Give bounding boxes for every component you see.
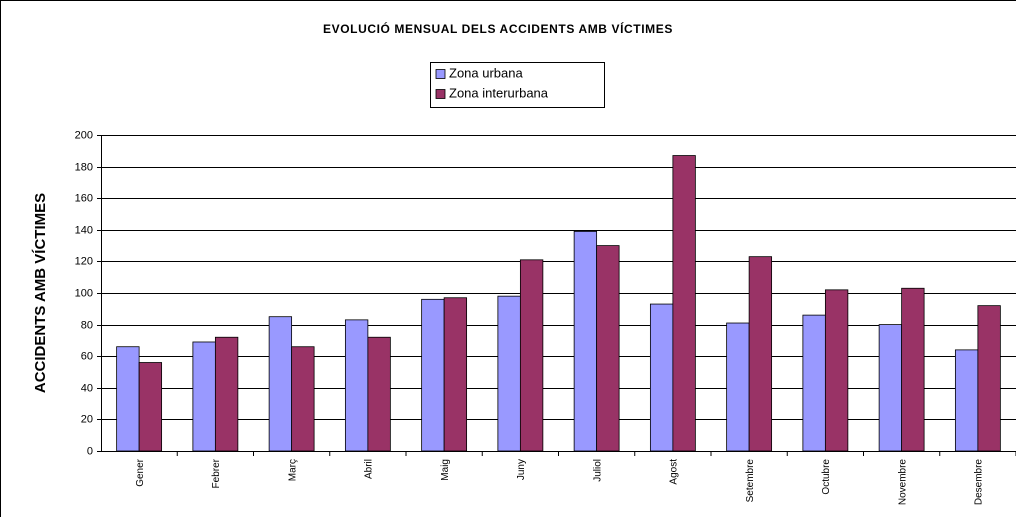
x-tick-label: Setembre xyxy=(745,459,756,503)
bar xyxy=(497,295,521,452)
bar xyxy=(573,230,598,452)
x-tick-label: Juliol xyxy=(592,459,603,482)
y-tick-label: 0 xyxy=(87,445,93,457)
bar xyxy=(367,336,391,452)
y-tick-label: 140 xyxy=(75,224,93,236)
chart-title: EVOLUCIÓ MENSUAL DELS ACCIDENTS AMB VÍCT… xyxy=(323,21,673,36)
bar xyxy=(878,324,903,452)
x-tick-label: Febrer xyxy=(211,458,222,488)
bar xyxy=(421,298,445,452)
bar xyxy=(138,362,163,452)
x-tick-label: Agost xyxy=(669,459,680,485)
x-tick-label: Maig xyxy=(440,459,451,481)
bar xyxy=(443,297,468,452)
x-tick-label: Octubre xyxy=(821,459,832,495)
y-tick-label: 100 xyxy=(75,287,93,299)
bar xyxy=(649,303,674,452)
x-tick-label: Juny xyxy=(516,459,527,480)
bar xyxy=(824,289,849,452)
y-tick-label: 80 xyxy=(81,319,93,331)
bar xyxy=(192,341,216,452)
y-tick-label: 180 xyxy=(75,161,93,173)
y-axis-label: ACCIDENTS AMB VÍCTIMES xyxy=(32,193,49,393)
y-tick-label: 40 xyxy=(81,382,93,394)
y-tick-label: 120 xyxy=(75,255,93,267)
bar xyxy=(116,346,140,452)
legend-swatch xyxy=(435,89,446,99)
legend-label: Zona urbana xyxy=(449,65,523,80)
legend-box xyxy=(430,62,605,108)
bar xyxy=(268,316,293,452)
x-tick-label: Gener xyxy=(135,458,146,486)
y-tick-label: 20 xyxy=(81,413,93,425)
bar xyxy=(291,346,315,452)
x-tick-label: Desembre xyxy=(974,459,985,506)
y-tick-label: 200 xyxy=(75,129,93,141)
bar xyxy=(954,349,979,452)
x-tick-label: Març xyxy=(287,459,298,481)
bar xyxy=(344,319,369,452)
bar xyxy=(901,287,925,452)
bar xyxy=(726,322,750,452)
legend-swatch xyxy=(435,69,446,79)
bar xyxy=(802,314,826,452)
bar xyxy=(748,256,773,452)
legend-label: Zona interurbana xyxy=(449,85,549,100)
bar xyxy=(672,155,696,452)
bar xyxy=(214,336,239,452)
y-tick-label: 160 xyxy=(75,192,93,204)
bar xyxy=(977,305,1001,452)
x-tick-label: Novembre xyxy=(897,459,908,506)
bar xyxy=(519,259,544,452)
bar xyxy=(596,245,620,452)
y-tick-label: 60 xyxy=(81,350,93,362)
x-tick-label: Abril xyxy=(364,459,375,479)
